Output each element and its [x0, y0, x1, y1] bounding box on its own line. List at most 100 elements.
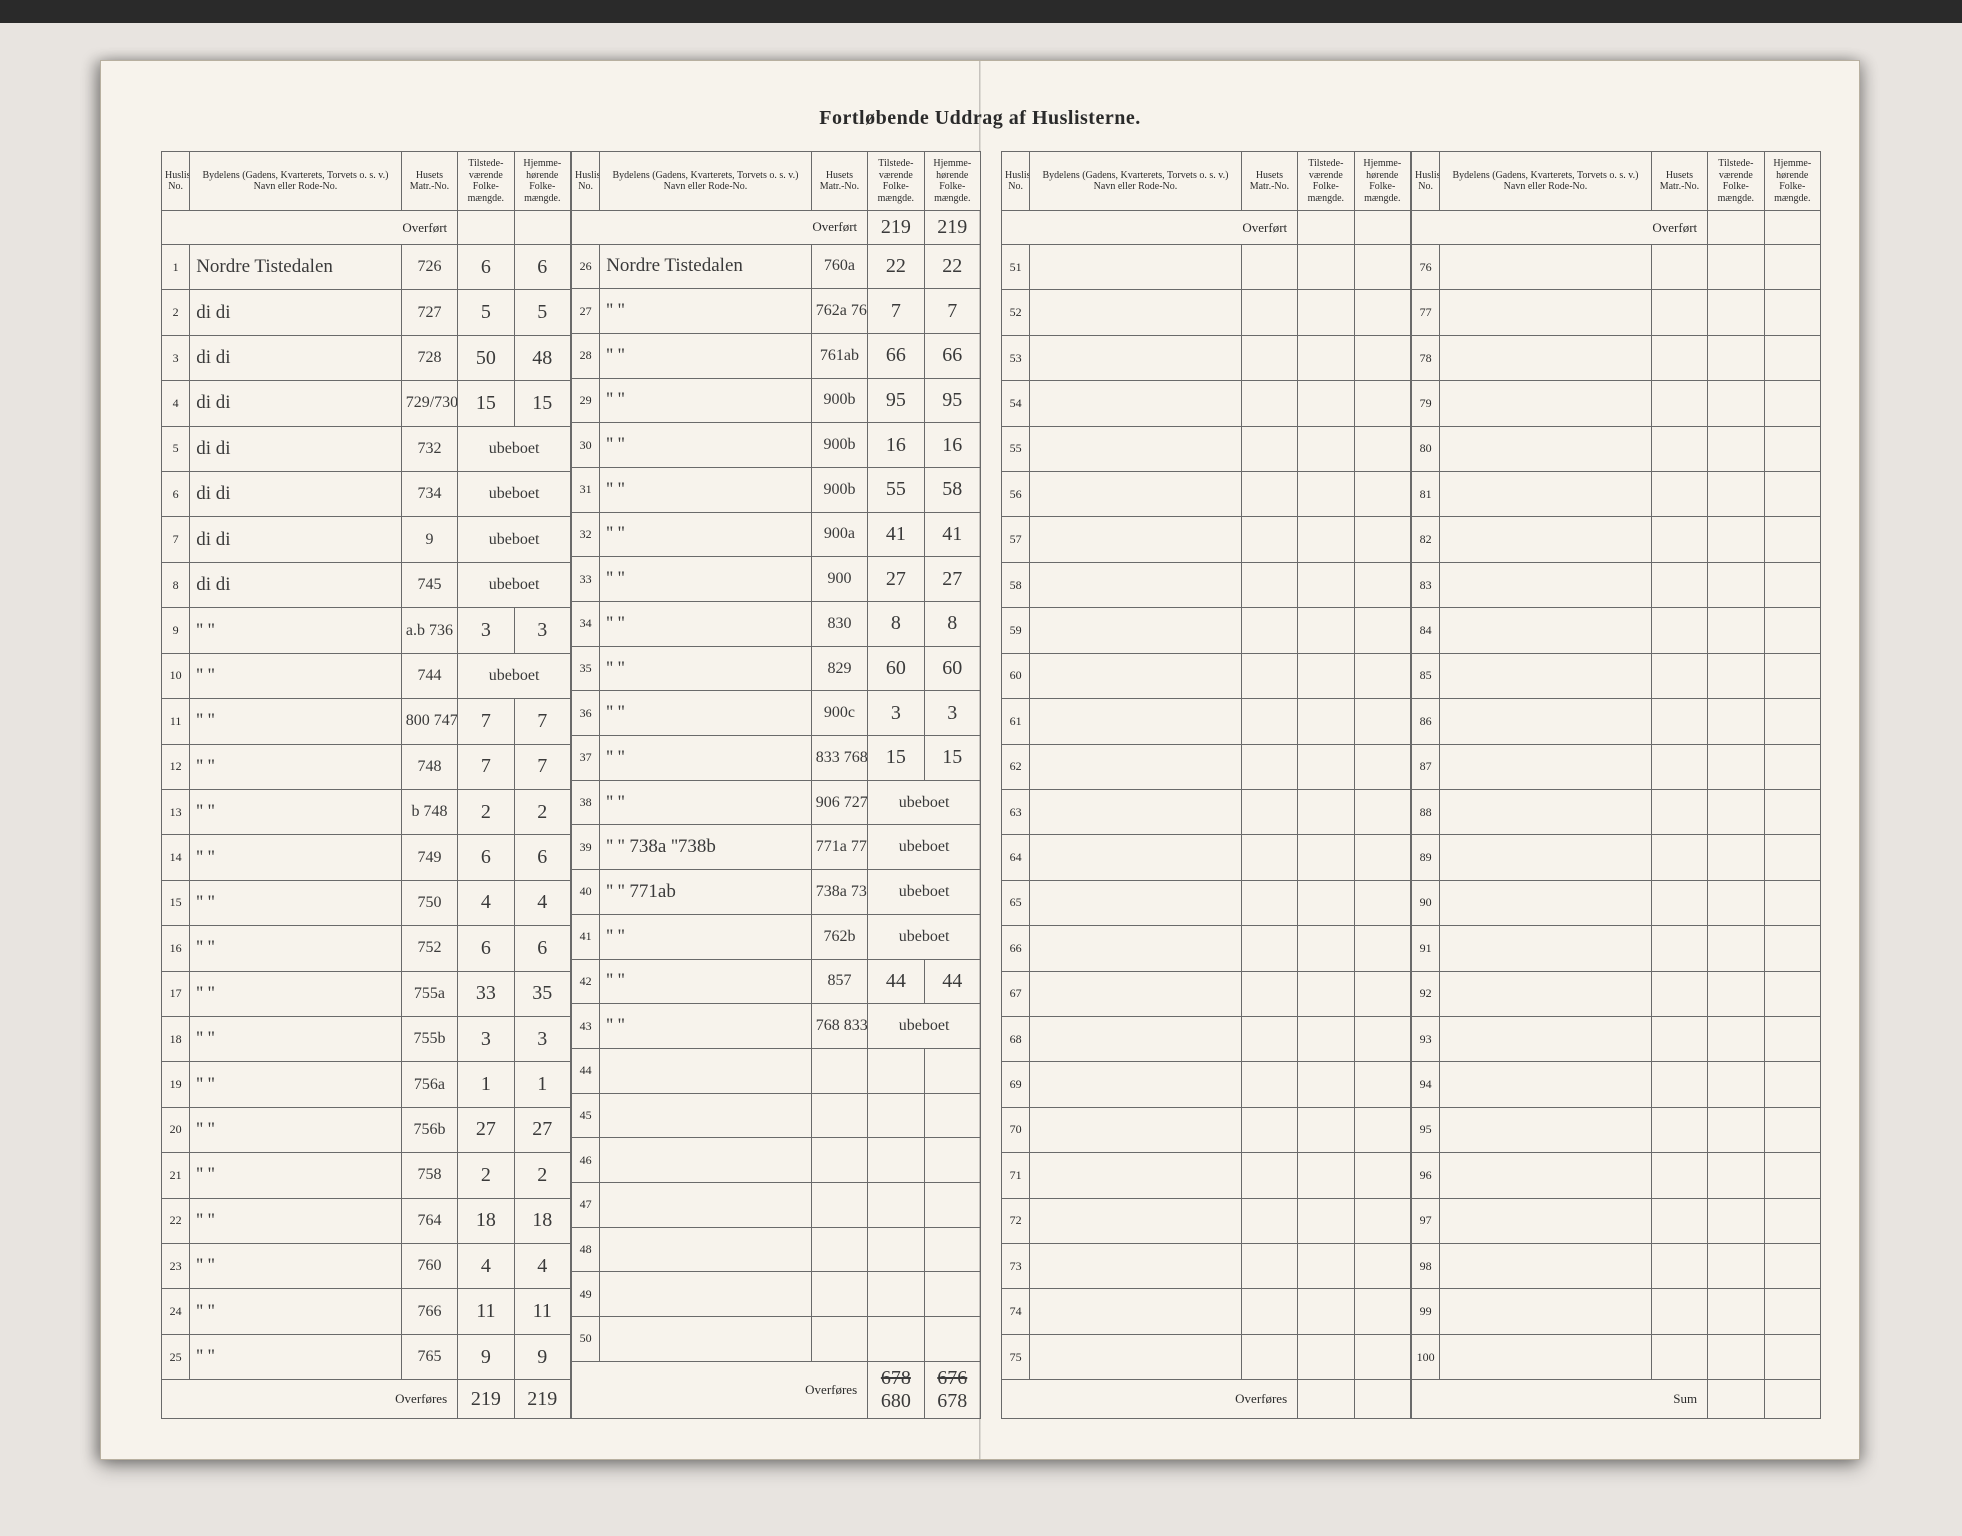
row-number: 56 — [1002, 472, 1030, 517]
table-row: 57 — [1002, 517, 1411, 562]
table-row: 96 — [1412, 1153, 1821, 1198]
matr-cell — [1241, 517, 1297, 562]
present-cell: 27 — [458, 1107, 514, 1152]
row-number: 19 — [162, 1062, 190, 1107]
present-cell — [1298, 562, 1354, 607]
present-cell — [1298, 926, 1354, 971]
belonging-cell — [1354, 880, 1410, 925]
district-cell: '' '' — [600, 914, 812, 959]
belonging-cell — [1764, 699, 1820, 744]
pop-cell-merged: ubeboet — [458, 426, 571, 471]
row-number: 97 — [1412, 1198, 1440, 1243]
table-row: 85 — [1412, 653, 1821, 698]
belonging-cell — [1354, 245, 1410, 290]
belonging-cell — [1354, 789, 1410, 834]
row-number: 34 — [572, 602, 600, 647]
left-page: Huslisternes No.Bydelens (Gadens, Kvarte… — [161, 151, 981, 1419]
matr-cell: 738a 738b — [811, 870, 867, 915]
row-number: 29 — [572, 378, 600, 423]
district-cell — [1030, 1062, 1242, 1107]
district-cell: '' '' — [190, 1243, 402, 1288]
district-cell: '' '' — [600, 378, 812, 423]
district-cell — [1440, 562, 1652, 607]
belonging-cell — [924, 1048, 980, 1093]
district-cell — [600, 1138, 812, 1183]
district-cell — [1030, 381, 1242, 426]
belonging-cell: 7 — [514, 699, 570, 744]
row-number: 15 — [162, 880, 190, 925]
matr-cell: 726 — [401, 245, 457, 290]
table-row: 78 — [1412, 335, 1821, 380]
table-row: 53 — [1002, 335, 1411, 380]
district-cell — [600, 1272, 812, 1317]
present-cell — [1708, 1107, 1764, 1152]
belonging-cell — [1764, 608, 1820, 653]
table-row: 9'' ''a.b 73633 — [162, 608, 571, 653]
row-number: 73 — [1002, 1243, 1030, 1288]
matr-cell — [1651, 744, 1707, 789]
matr-cell: 727 — [401, 290, 457, 335]
table-row: 98 — [1412, 1243, 1821, 1288]
district-cell: '' '' — [190, 653, 402, 698]
table-row: 81 — [1412, 472, 1821, 517]
present-cell — [868, 1048, 924, 1093]
matr-cell — [1651, 381, 1707, 426]
table-row: 17'' ''755a3335 — [162, 971, 571, 1016]
present-cell — [868, 1272, 924, 1317]
present-cell: 1 — [458, 1062, 514, 1107]
district-cell — [1440, 653, 1652, 698]
present-cell — [1298, 335, 1354, 380]
table-row: 15'' ''75044 — [162, 880, 571, 925]
row-number: 23 — [162, 1243, 190, 1288]
matr-cell: 732 — [401, 426, 457, 471]
district-cell — [1440, 1107, 1652, 1152]
row-number: 93 — [1412, 1016, 1440, 1061]
table-row: 94 — [1412, 1062, 1821, 1107]
matr-cell — [1241, 1153, 1297, 1198]
district-cell — [1030, 1243, 1242, 1288]
table-row: 27'' ''762a 76777 — [572, 289, 981, 334]
table-row: 99 — [1412, 1289, 1821, 1334]
matr-cell — [1651, 789, 1707, 834]
row-number: 25 — [162, 1334, 190, 1379]
table-row: 28'' ''761ab6666 — [572, 333, 981, 378]
table-row: 76 — [1412, 245, 1821, 290]
pop-cell-merged: ubeboet — [458, 472, 571, 517]
table-row: 68 — [1002, 1016, 1411, 1061]
footer-present — [1708, 1380, 1764, 1419]
belonging-cell — [1764, 744, 1820, 789]
table-row: 39'' '' 738a ''738b771a 771bubeboet — [572, 825, 981, 870]
present-cell — [1298, 789, 1354, 834]
district-cell: '' '' — [190, 1289, 402, 1334]
matr-cell — [1241, 744, 1297, 789]
matr-cell — [1651, 971, 1707, 1016]
overfort-row: Overført219219 — [572, 211, 981, 245]
district-cell: '' '' — [600, 736, 812, 781]
matr-cell: 900c — [811, 691, 867, 736]
belonging-cell: 6 — [514, 245, 570, 290]
row-number: 74 — [1002, 1289, 1030, 1334]
matr-cell — [811, 1048, 867, 1093]
table-row: 36'' ''900c33 — [572, 691, 981, 736]
district-cell — [1440, 1334, 1652, 1379]
table-row: 65 — [1002, 880, 1411, 925]
table-row: 69 — [1002, 1062, 1411, 1107]
present-cell — [1298, 971, 1354, 1016]
district-cell: di di — [190, 426, 402, 471]
row-number: 79 — [1412, 381, 1440, 426]
belonging-cell: 4 — [514, 880, 570, 925]
belonging-cell: 48 — [514, 335, 570, 380]
row-number: 62 — [1002, 744, 1030, 789]
table-row: 95 — [1412, 1107, 1821, 1152]
present-cell — [1298, 1062, 1354, 1107]
present-cell — [1708, 245, 1764, 290]
present-cell: 6 — [458, 245, 514, 290]
table-row: 47 — [572, 1182, 981, 1227]
matr-cell: 758 — [401, 1153, 457, 1198]
footer-row: Sum — [1412, 1380, 1821, 1419]
belonging-cell: 9 — [514, 1334, 570, 1379]
row-number: 21 — [162, 1153, 190, 1198]
district-cell — [1030, 926, 1242, 971]
district-cell — [1440, 426, 1652, 471]
belonging-cell — [1354, 653, 1410, 698]
